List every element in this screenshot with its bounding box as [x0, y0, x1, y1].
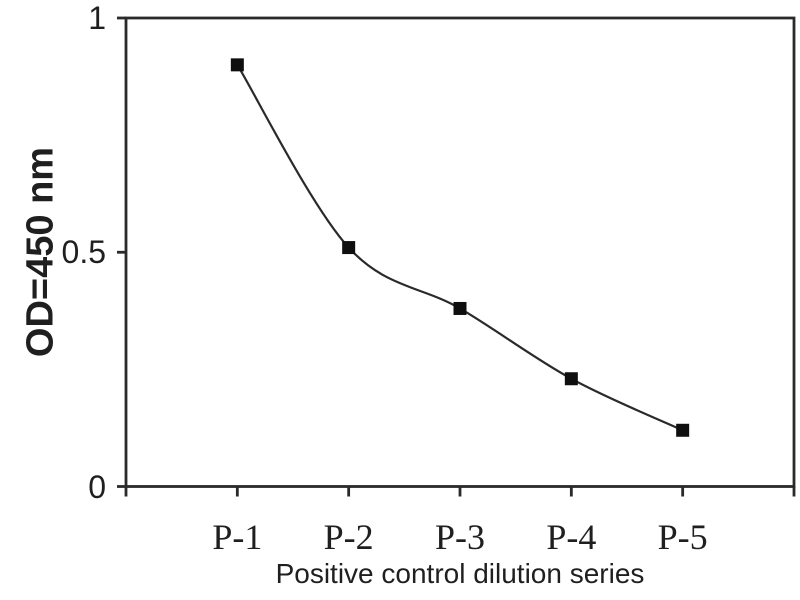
- x-tick-label: P-4: [546, 517, 597, 557]
- x-tick-label: P-3: [434, 517, 485, 557]
- x-axis-title: Positive control dilution series: [275, 558, 645, 589]
- y-tick-label: 0: [88, 468, 106, 505]
- x-tick-label: P-1: [212, 517, 263, 557]
- x-tick-label: P-5: [657, 517, 708, 557]
- y-tick-label: 0.5: [61, 234, 106, 271]
- data-point-marker: [676, 423, 690, 437]
- data-point-marker: [230, 58, 244, 72]
- series-line: [236, 64, 684, 432]
- x-tick-label: P-2: [323, 517, 374, 557]
- data-point-marker: [453, 301, 467, 315]
- data-point-marker: [564, 372, 578, 386]
- y-axis-title: OD=450 nm: [19, 146, 62, 358]
- data-point-marker: [342, 241, 356, 255]
- plot-border: [124, 16, 796, 488]
- y-tick-label: 1: [88, 0, 106, 36]
